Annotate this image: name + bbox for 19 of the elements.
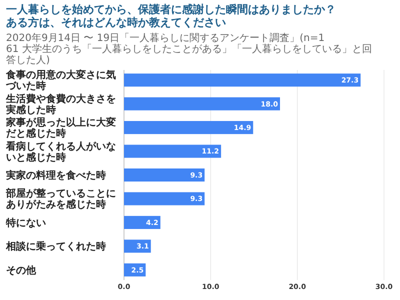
bar — [124, 192, 205, 206]
bar — [124, 97, 280, 110]
bar — [124, 168, 205, 182]
bar — [124, 121, 254, 134]
bar — [124, 74, 361, 87]
bar — [124, 144, 222, 158]
y-tick-label: 実家の料理を食べた時 — [5, 170, 106, 182]
y-tick-label: 看病してくれる人がいないと感じた時 — [5, 140, 116, 164]
y-tick-label: 家事が思った以上に大変だと感じた時 — [5, 116, 116, 140]
bar — [124, 240, 151, 253]
y-tick-label: その他 — [6, 264, 37, 276]
y-tick-label: 特にない — [5, 216, 46, 229]
y-tick-label: 部屋が整っていることにありがたみを感じた時 — [5, 188, 116, 211]
bar — [124, 216, 160, 229]
chart-subtitle: 2020年9月14日 〜 19日「一人暮らしに関するアンケート調査」(n=161 大学生のうち「一人暮らしをしたことがある」「一人暮らしをしている」と回答した人) — [6, 32, 372, 66]
chart-title: 一人暮らしを始めてから、保護者に感謝した瞬間はありましたか？ある方は、それはどんな時か教えてください — [6, 3, 336, 29]
y-tick-label: 相談に乗ってくれた時 — [5, 240, 106, 253]
y-tick-label: 生活費や食費の大きさを実感した時 — [5, 92, 116, 116]
y-tick-label: 食事の用意の大変さに気づいた時 — [5, 69, 116, 92]
